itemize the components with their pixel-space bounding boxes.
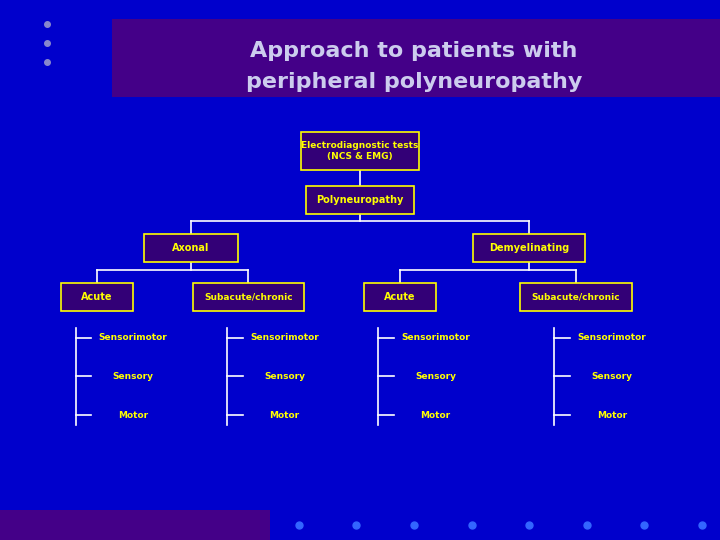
Text: Sensorimotor: Sensorimotor bbox=[99, 333, 168, 342]
FancyBboxPatch shape bbox=[192, 283, 304, 311]
Text: Acute: Acute bbox=[81, 292, 113, 302]
FancyBboxPatch shape bbox=[61, 283, 133, 311]
FancyBboxPatch shape bbox=[301, 132, 419, 170]
Text: Electrodiagnostic tests
(NCS & EMG): Electrodiagnostic tests (NCS & EMG) bbox=[301, 141, 419, 161]
Text: Acute: Acute bbox=[384, 292, 415, 302]
Text: peripheral polyneuropathy: peripheral polyneuropathy bbox=[246, 72, 582, 92]
Text: Sensory: Sensory bbox=[264, 372, 305, 381]
Text: Sensorimotor: Sensorimotor bbox=[577, 333, 647, 342]
Text: Sensory: Sensory bbox=[113, 372, 153, 381]
Text: Axonal: Axonal bbox=[172, 244, 210, 253]
FancyBboxPatch shape bbox=[474, 234, 585, 262]
Text: Motor: Motor bbox=[597, 411, 627, 420]
FancyBboxPatch shape bbox=[0, 510, 270, 540]
Text: Sensory: Sensory bbox=[592, 372, 632, 381]
Text: Sensorimotor: Sensorimotor bbox=[401, 333, 470, 342]
Text: Demyelinating: Demyelinating bbox=[489, 244, 570, 253]
Text: Subacute/chronic: Subacute/chronic bbox=[531, 293, 621, 301]
Text: Motor: Motor bbox=[118, 411, 148, 420]
Text: Motor: Motor bbox=[420, 411, 451, 420]
FancyBboxPatch shape bbox=[364, 283, 436, 311]
FancyBboxPatch shape bbox=[306, 186, 414, 214]
Text: Motor: Motor bbox=[269, 411, 300, 420]
FancyBboxPatch shape bbox=[521, 283, 632, 311]
Text: Approach to patients with: Approach to patients with bbox=[251, 41, 577, 62]
Text: Polyneuropathy: Polyneuropathy bbox=[316, 195, 404, 205]
Text: Sensory: Sensory bbox=[415, 372, 456, 381]
FancyBboxPatch shape bbox=[112, 19, 720, 97]
Text: Subacute/chronic: Subacute/chronic bbox=[204, 293, 293, 301]
Text: Sensorimotor: Sensorimotor bbox=[250, 333, 319, 342]
FancyBboxPatch shape bbox=[144, 234, 238, 262]
